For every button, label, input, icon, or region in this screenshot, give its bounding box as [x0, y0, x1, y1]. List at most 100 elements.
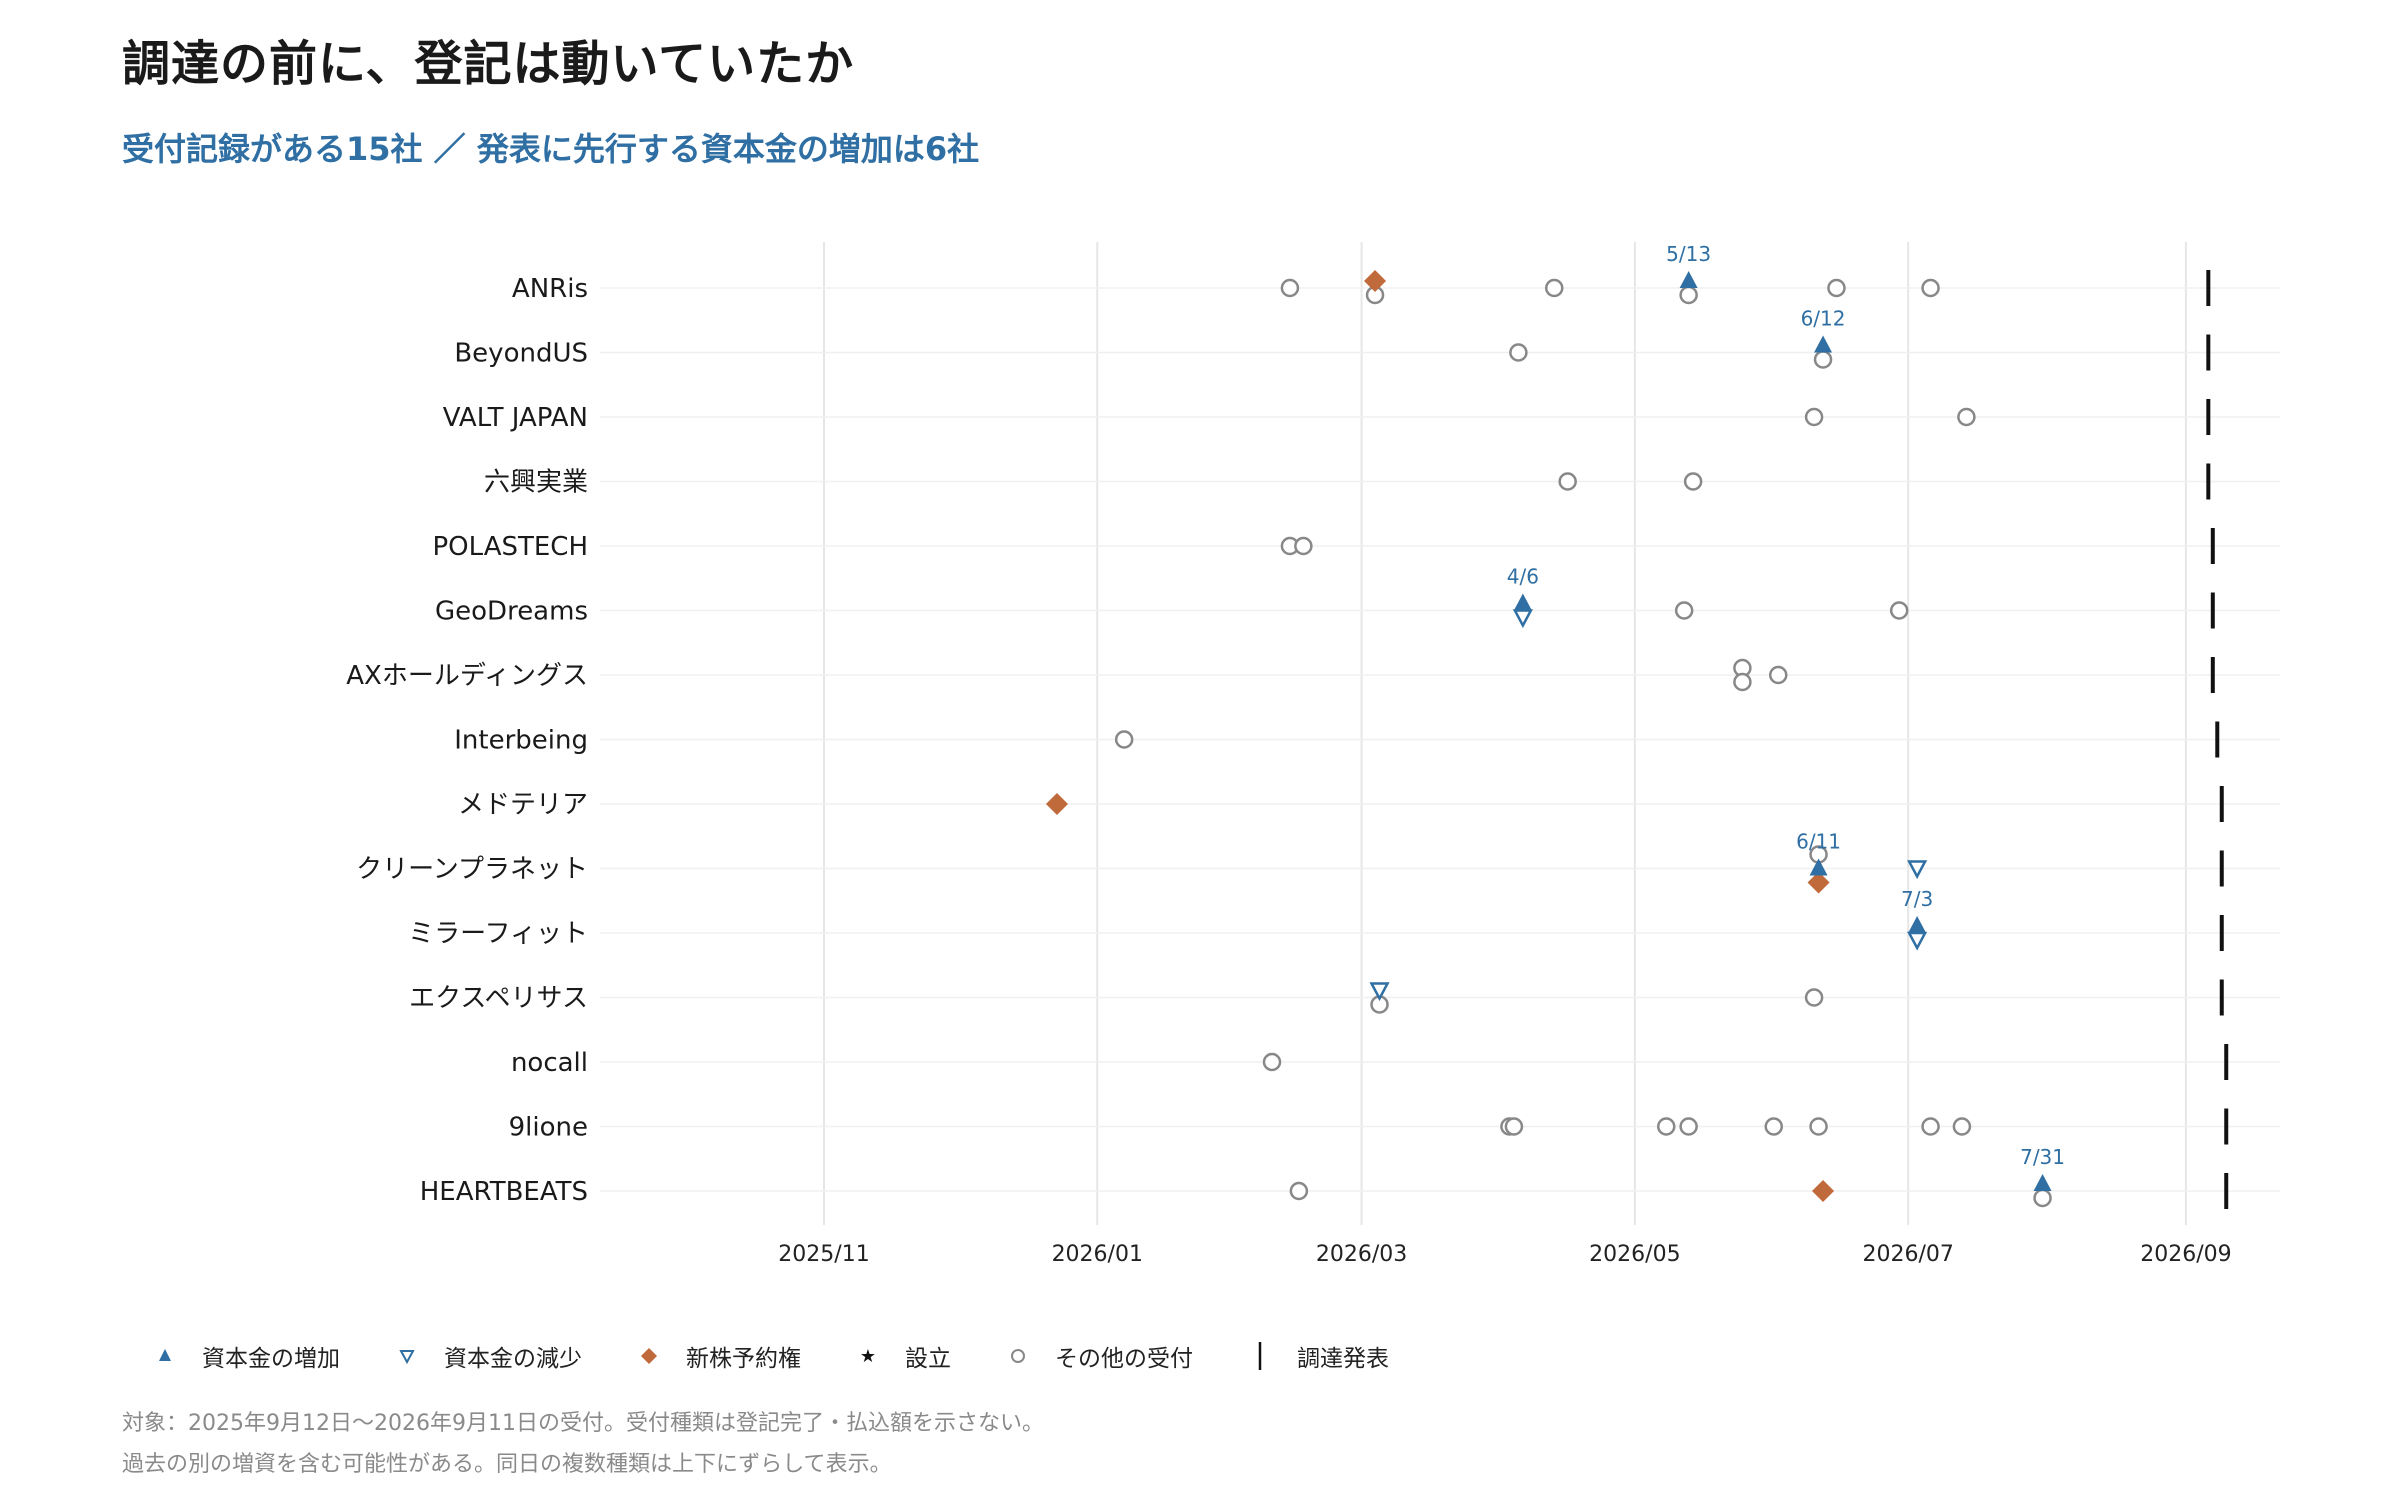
other-filing-marker	[2033, 1188, 2052, 1208]
company-row-events	[1045, 786, 2224, 822]
company-label: メドテリア	[458, 790, 588, 820]
other-filing-marker	[1294, 536, 1313, 556]
stock-option-marker	[1812, 1180, 1835, 1202]
other-filing-marker	[1289, 1181, 1309, 1201]
triangle-down-outline-icon	[399, 1350, 415, 1365]
company-label: エクスペリサス	[409, 984, 588, 1014]
timeline-chart: 2025/11 2026/01 2026/03 2026/05 2026/07 2026/…	[346, 242, 2280, 1267]
stock-option-marker	[1364, 270, 1387, 292]
company-row-events: 5/13	[1280, 242, 2211, 306]
triangle-up-filled-icon	[159, 1349, 171, 1361]
company-row-events	[1280, 528, 2215, 564]
company-label: ANRis	[512, 274, 588, 304]
company-label: ミラーフィット	[408, 919, 588, 949]
x-tick-label: 2026/07	[1862, 1242, 1953, 1267]
company-row-events	[1733, 657, 2215, 693]
chart-title: 調達の前に、登記は動いていたか	[122, 36, 855, 92]
legend-label: 資本金の減少	[444, 1346, 582, 1372]
company-row-events	[1558, 463, 2211, 500]
circle-outline-icon	[1011, 1349, 1025, 1363]
company-row-events: 6/12	[1509, 307, 2211, 371]
company-label: AXホールディングス	[346, 661, 588, 691]
other-filing-marker	[1679, 285, 1698, 305]
event-date-label: 7/31	[2020, 1145, 2065, 1169]
company-row-events: 4/6	[1507, 565, 2215, 629]
footnote-line-1: 対象：2025年9月12日〜2026年9月11日の受付。受付種類は登記完了・払込…	[122, 1411, 1044, 1436]
company-label: VALT JAPAN	[443, 403, 588, 433]
other-filing-marker	[1889, 601, 1909, 620]
company-row-events	[1500, 1108, 2229, 1145]
capital-increase-marker	[1513, 593, 1532, 611]
legend-item-decrease: 資本金の減少	[392, 1339, 582, 1373]
vertical-bar-icon	[1258, 1342, 1262, 1370]
capital-increase-marker	[2033, 1174, 2052, 1191]
other-filing-marker	[1679, 1117, 1698, 1136]
other-filing-marker	[1558, 472, 1577, 491]
other-filing-marker	[1921, 278, 1940, 298]
company-label: nocall	[511, 1048, 588, 1078]
other-filing-marker	[1656, 1117, 1676, 1136]
other-filing-marker	[1809, 1117, 1828, 1136]
company-label: BeyondUS	[454, 339, 588, 369]
capital-increase-marker	[1908, 916, 1927, 933]
company-label: POLASTECH	[432, 532, 588, 562]
capital-increase-marker	[1809, 858, 1828, 876]
star-icon: ★	[860, 1346, 876, 1367]
legend-item-founding: ★ 設立	[853, 1339, 951, 1373]
capital-decrease-marker	[1907, 931, 1928, 951]
company-label: HEARTBEATS	[420, 1177, 588, 1207]
capital-decrease-marker	[1512, 609, 1533, 629]
company-label: GeoDreams	[435, 597, 588, 627]
other-filing-marker	[1544, 278, 1564, 298]
x-tick-label: 2025/11	[778, 1242, 869, 1267]
legend-item-announce: 調達発表	[1245, 1339, 1389, 1373]
legend-label: 新株予約権	[686, 1346, 801, 1372]
company-row-events	[1369, 979, 2224, 1016]
other-filing-marker	[1733, 672, 1752, 692]
x-tick-label: 2026/09	[2140, 1242, 2231, 1267]
legend-label: その他の受付	[1055, 1346, 1193, 1372]
capital-decrease-marker	[1369, 982, 1390, 1002]
company-row-events	[1262, 1044, 2229, 1080]
other-filing-marker	[1683, 472, 1703, 491]
company-label: 9lione	[509, 1113, 588, 1143]
other-filing-marker	[1768, 665, 1788, 685]
legend-label: 設立	[905, 1346, 951, 1372]
other-filing-marker	[1952, 1117, 1972, 1136]
other-filing-marker	[1957, 407, 1976, 427]
event-date-label: 5/13	[1666, 242, 1711, 266]
other-filing-marker	[1674, 601, 1694, 620]
diamond-filled-icon	[641, 1348, 657, 1364]
other-filing-marker	[1827, 278, 1846, 298]
company-row-events	[1804, 399, 2211, 435]
company-row-events	[1114, 721, 2220, 758]
footnote: 対象：2025年9月12日〜2026年9月11日の受付。受付種類は登記完了・払込…	[122, 1403, 1044, 1485]
company-row-events: 7/3	[1901, 887, 2224, 951]
legend-item-increase: 資本金の増加	[150, 1339, 340, 1373]
other-filing-marker	[1921, 1117, 1940, 1136]
capital-increase-marker	[1679, 271, 1698, 288]
other-filing-marker	[1509, 343, 1528, 362]
stock-option-marker	[1807, 871, 1830, 894]
company-row-events: 7/31	[1289, 1145, 2229, 1209]
x-tick-label: 2026/01	[1052, 1242, 1143, 1267]
company-label: クリーンプラネット	[356, 855, 588, 885]
other-filing-marker	[1280, 278, 1300, 298]
chart-subtitle: 受付記録がある15社 ／ 発表に先行する資本金の増加は6社	[122, 130, 980, 168]
company-label: 六興実業	[484, 468, 588, 498]
other-filing-marker	[1504, 1117, 1524, 1136]
other-filing-marker	[1262, 1052, 1282, 1072]
footnote-line-2: 過去の別の増資を含む可能性がある。同日の複数種類は上下にずらして表示。	[122, 1452, 892, 1477]
event-date-label: 6/12	[1801, 307, 1846, 331]
chart-legend: 資本金の増加 資本金の減少 新株予約権 ★ 設立 その他の受付 調達発表	[150, 1336, 1441, 1376]
other-filing-marker	[1804, 988, 1824, 1007]
legend-item-option: 新株予約権	[634, 1339, 801, 1373]
event-date-label: 4/6	[1507, 565, 1539, 589]
legend-item-other: その他の受付	[1003, 1339, 1193, 1373]
other-filing-marker	[1114, 730, 1134, 749]
company-label: Interbeing	[454, 726, 588, 756]
company-row-events: 6/11	[1796, 830, 2224, 894]
legend-label: 資本金の増加	[202, 1346, 340, 1372]
other-filing-marker	[1813, 350, 1833, 369]
svg-text:★: ★	[860, 1346, 876, 1367]
